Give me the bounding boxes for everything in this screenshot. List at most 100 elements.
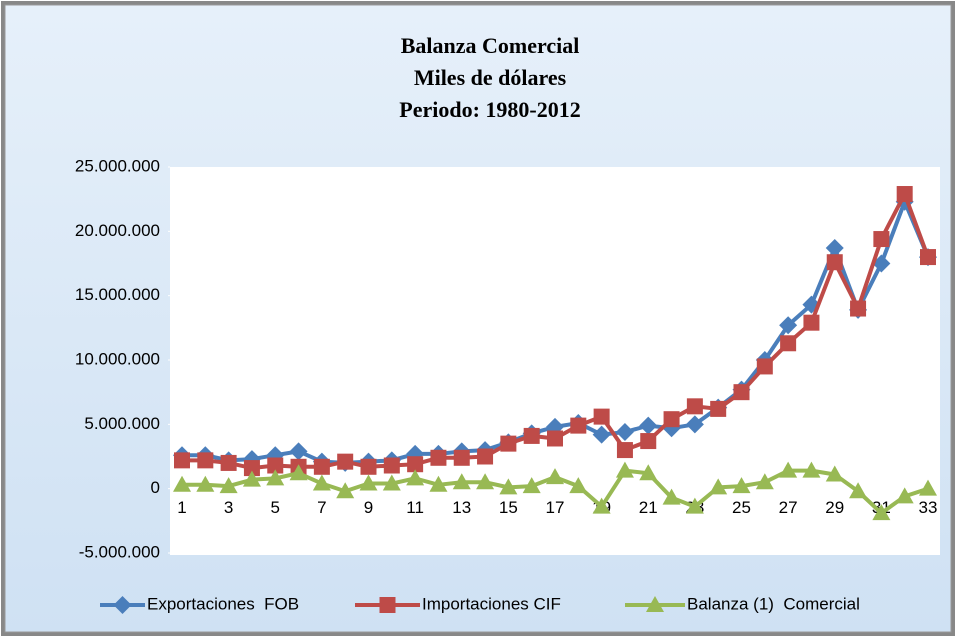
legend-label: Exportaciones FOB [147,594,299,613]
x-tick-label: 33 [919,498,938,517]
data-point [243,460,260,477]
data-point [872,254,891,273]
data-point [267,457,284,474]
data-point [406,469,425,486]
x-tick-label: 17 [546,498,565,517]
legend-marker [379,597,396,613]
data-point [615,461,634,478]
data-point [709,478,728,495]
data-point [849,482,868,499]
data-point [895,487,914,504]
data-point [755,473,774,490]
data-point [430,449,447,466]
y-tick-label: 25.000.000 [75,156,160,175]
data-point [312,474,331,491]
y-tick-label: 20.000.000 [75,221,160,240]
legend-marker [646,596,664,612]
x-tick-label: 21 [639,498,658,517]
x-tick-label: 9 [364,498,373,517]
data-point [872,504,891,521]
data-point [592,425,611,444]
data-point [663,411,680,428]
data-point [523,427,540,444]
data-point [802,461,821,478]
data-point [289,442,308,461]
y-tick-label: 10.000.000 [75,349,160,368]
data-point [639,464,658,481]
data-point [522,477,541,494]
y-tick-label: 5.000.000 [84,414,160,433]
data-point [382,474,401,491]
data-point [662,488,681,505]
data-point [547,430,563,447]
chart-subtitle: Periodo: 1980-2012 [399,97,580,122]
y-tick-label: 0 [151,478,160,497]
legend-marker [113,596,132,614]
x-tick-label: 3 [224,498,233,517]
data-point [174,452,190,469]
data-point [197,452,214,469]
chart-title: Balanza Comercial [401,33,580,58]
x-tick-label: 15 [499,498,518,517]
legend-label: Importaciones CIF [422,594,561,613]
data-point [500,435,517,452]
plot-area [170,167,940,555]
x-tick-label: 29 [825,498,844,517]
data-point [850,300,867,317]
data-point [732,477,751,494]
data-point [219,477,238,494]
data-point [710,400,727,417]
data-point [803,314,820,331]
data-point [477,448,494,465]
x-tick-label: 27 [779,498,798,517]
data-point [173,475,191,492]
x-tick-label: 13 [452,498,471,517]
data-point [826,254,843,271]
data-point [476,473,495,490]
data-point [360,458,377,475]
data-point [289,464,308,481]
data-point [685,497,704,514]
data-point [685,415,704,434]
x-tick-label: 5 [271,498,280,517]
y-tick-label: 15.000.000 [75,285,160,304]
data-point [779,461,798,478]
data-point [313,458,330,475]
data-point [569,477,588,494]
data-point [592,497,611,514]
data-point [196,475,215,492]
data-point [546,468,564,485]
data-point [779,316,798,335]
data-point [337,453,354,470]
data-point [266,469,285,486]
x-tick-label: 7 [317,498,326,517]
data-point [616,442,633,459]
data-point [733,384,750,401]
x-tick-label: 11 [406,498,424,517]
data-point [383,457,400,474]
data-point [336,482,355,499]
x-tick-label: 25 [732,498,751,517]
data-point [407,456,424,473]
data-point [570,417,587,434]
data-point [756,358,773,375]
data-point [615,423,634,442]
data-point [825,239,844,258]
legend-label: Balanza (1) Comercial [687,594,860,613]
chart-subtitle: Miles de dólares [414,65,567,90]
data-point [640,433,657,450]
data-point [873,231,890,248]
y-tick-label: -5.000.000 [79,542,160,561]
data-point [452,473,471,490]
data-point [920,249,936,266]
data-point [242,470,261,487]
data-point [429,475,448,492]
data-point [639,416,658,435]
data-point [896,186,913,203]
data-point [499,478,518,495]
data-point [593,408,610,425]
data-point [919,479,937,496]
data-point [825,465,844,482]
data-point [780,335,797,352]
